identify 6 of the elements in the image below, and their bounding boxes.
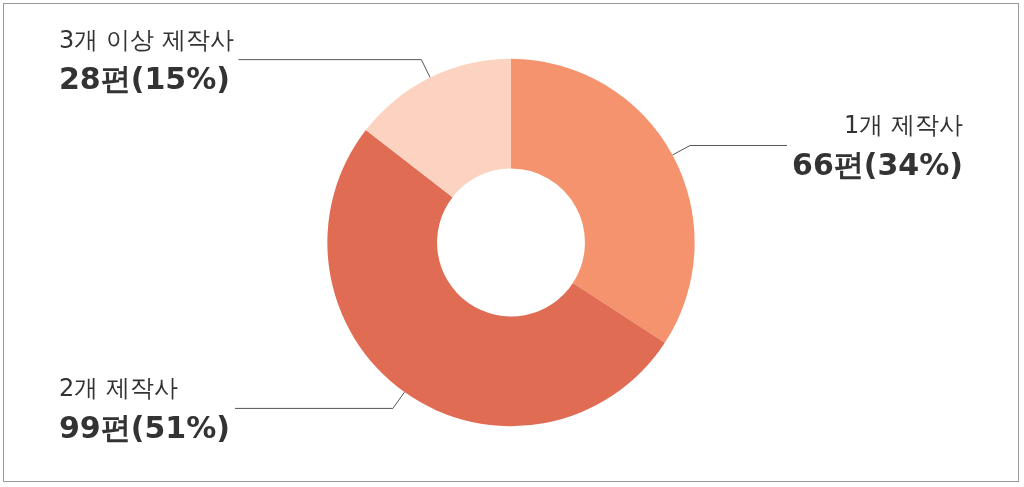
slice-label: 1개 제작사 — [844, 111, 963, 140]
data-label: 99편(51%) — [59, 409, 230, 445]
data-label: 28편(15%) — [59, 61, 230, 97]
slice-label: 3개 이상 제작사 — [59, 25, 234, 54]
slice-label: 2개 제작사 — [59, 374, 178, 403]
data-label: 66편(34%) — [792, 147, 963, 182]
